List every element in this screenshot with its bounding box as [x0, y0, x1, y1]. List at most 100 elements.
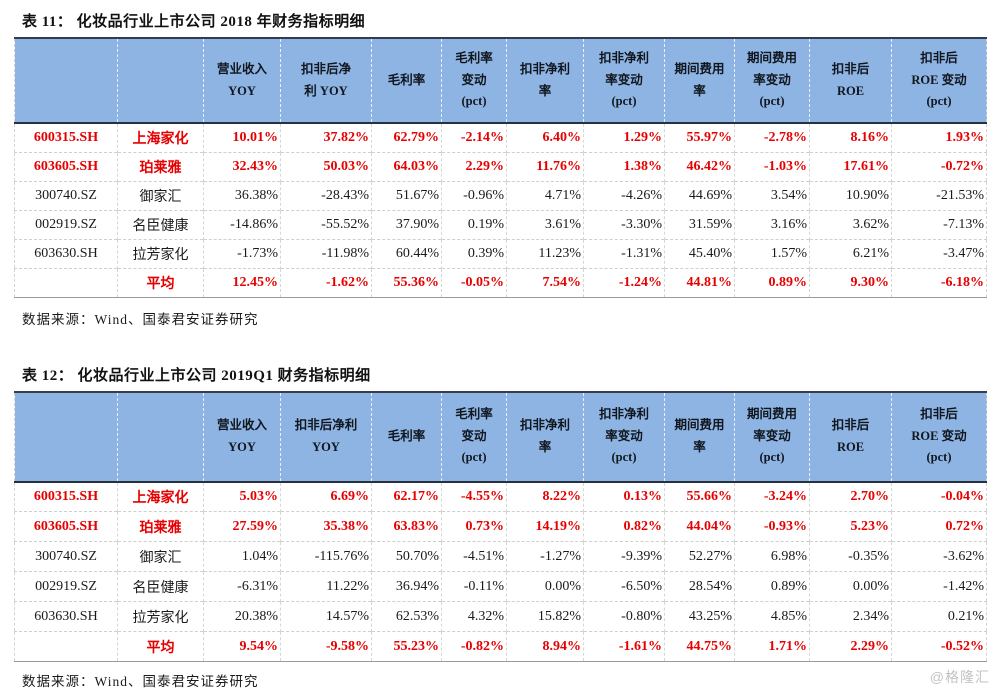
- value-cell: 0.13%: [583, 481, 665, 512]
- company-name-cell: 御家汇: [117, 541, 204, 572]
- header-cell-9: 期间费用 率变动 (pct): [734, 38, 810, 123]
- value-cell: 2.29%: [441, 151, 507, 181]
- table-row: 603605.SH 珀莱雅 27.59% 35.38% 63.83% 0.73% 14.19…: [14, 511, 987, 542]
- header-cell-2: 营业收入 YOY: [203, 391, 281, 482]
- header-cell-4: 毛利率: [371, 391, 442, 482]
- value-cell: 12.45%: [203, 267, 281, 297]
- header-cell-6: 扣非净利 率: [506, 391, 584, 482]
- value-cell: -1.42%: [891, 571, 987, 602]
- value-cell: 1.38%: [583, 151, 665, 181]
- value-cell: 63.83%: [371, 511, 442, 542]
- section-spacer: [0, 328, 1000, 354]
- header-cell-10: 扣非后 ROE: [809, 391, 892, 482]
- value-cell: -11.98%: [280, 238, 372, 268]
- financial-table-2019q1: 营业收入 YOY 扣非后净利 YOY 毛利率 毛利率 变动 (pct) 扣非净利 率扣非…: [14, 390, 987, 662]
- value-cell: 4.71%: [506, 180, 584, 210]
- value-cell: -4.51%: [441, 541, 507, 572]
- value-cell: 1.57%: [734, 238, 810, 268]
- value-cell: 0.73%: [441, 511, 507, 542]
- header-cell-7: 扣非净利 率变动 (pct): [583, 38, 665, 123]
- value-cell: 37.90%: [371, 209, 442, 239]
- value-cell: 11.22%: [280, 571, 372, 602]
- value-cell: 6.98%: [734, 541, 810, 572]
- value-cell: 14.19%: [506, 511, 584, 542]
- value-cell: 52.27%: [664, 541, 735, 572]
- stock-code-cell: 300740.SZ: [14, 541, 118, 572]
- header-cell-2: 营业收入 YOY: [203, 38, 281, 123]
- company-name-cell: 珀莱雅: [117, 511, 204, 542]
- company-name-cell: 平均: [117, 267, 204, 297]
- table-row: 603630.SH 拉芳家化 -1.73% -11.98% 60.44% 0.39% 11.…: [14, 238, 987, 268]
- value-cell: 35.38%: [280, 511, 372, 542]
- value-cell: 9.54%: [203, 631, 281, 662]
- value-cell: 50.03%: [280, 151, 372, 181]
- company-name-cell: 拉芳家化: [117, 601, 204, 632]
- value-cell: -0.05%: [441, 267, 507, 297]
- value-cell: 55.97%: [664, 123, 735, 152]
- value-cell: -0.96%: [441, 180, 507, 210]
- value-cell: -3.24%: [734, 481, 810, 512]
- value-cell: 55.66%: [664, 481, 735, 512]
- value-cell: 1.04%: [203, 541, 281, 572]
- header-cell-7: 扣非净利 率变动 (pct): [583, 391, 665, 482]
- value-cell: 3.62%: [809, 209, 892, 239]
- value-cell: 20.38%: [203, 601, 281, 632]
- value-cell: 44.04%: [664, 511, 735, 542]
- value-cell: 0.19%: [441, 209, 507, 239]
- value-cell: 55.23%: [371, 631, 442, 662]
- value-cell: -6.50%: [583, 571, 665, 602]
- header-cell-0: [15, 38, 118, 123]
- value-cell: -9.39%: [583, 541, 665, 572]
- header-cell-11: 扣非后 ROE 变动 (pct): [891, 38, 987, 123]
- value-cell: 44.81%: [664, 267, 735, 297]
- table-row: 600315.SH 上海家化 5.03% 6.69% 62.17% -4.55% 8.22%…: [15, 481, 987, 512]
- stock-code-cell: 603630.SH: [14, 238, 118, 268]
- value-cell: 2.29%: [809, 631, 892, 662]
- value-cell: 0.21%: [891, 601, 987, 632]
- value-cell: 28.54%: [664, 571, 735, 602]
- value-cell: 1.29%: [583, 123, 665, 152]
- table-row: 300740.SZ 御家汇 36.38% -28.43% 51.67% -0.96% 4.7…: [14, 180, 987, 210]
- value-cell: -0.35%: [809, 541, 892, 572]
- company-name-cell: 平均: [117, 631, 204, 662]
- value-cell: 64.03%: [371, 151, 442, 181]
- value-cell: 46.42%: [664, 151, 735, 181]
- value-cell: 5.03%: [203, 481, 281, 512]
- header-cell-6: 扣非净利 率: [506, 38, 584, 123]
- value-cell: 0.39%: [441, 238, 507, 268]
- value-cell: -2.14%: [441, 123, 507, 152]
- value-cell: 0.00%: [809, 571, 892, 602]
- value-cell: 11.23%: [506, 238, 584, 268]
- stock-code-cell: 603605.SH: [14, 511, 118, 542]
- header-cell-10: 扣非后 ROE: [809, 38, 892, 123]
- company-name-cell: 珀莱雅: [117, 151, 204, 181]
- stock-code-cell: 300740.SZ: [14, 180, 118, 210]
- stock-code-cell: [14, 267, 118, 297]
- header-cell-3: 扣非后净 利 YOY: [280, 38, 372, 123]
- value-cell: 3.61%: [506, 209, 584, 239]
- table-row: 平均 12.45% -1.62% 55.36% -0.05% 7.54% -1.24% 44.…: [14, 267, 987, 297]
- table-12-section: 表 12： 化妆品行业上市公司 2019Q1 财务指标明细 营业收入 YOY 扣非…: [0, 364, 1000, 691]
- stock-code-cell: [14, 631, 118, 662]
- header-cell-1: [117, 391, 204, 482]
- value-cell: 0.89%: [734, 571, 810, 602]
- value-cell: 8.94%: [506, 631, 584, 662]
- value-cell: 51.67%: [371, 180, 442, 210]
- value-cell: 6.21%: [809, 238, 892, 268]
- value-cell: 37.82%: [280, 123, 372, 152]
- value-cell: -1.03%: [734, 151, 810, 181]
- header-row: 营业收入 YOY 扣非后净利 YOY 毛利率 毛利率 变动 (pct) 扣非净利 率扣非…: [14, 391, 987, 482]
- value-cell: 17.61%: [809, 151, 892, 181]
- value-cell: 0.00%: [506, 571, 584, 602]
- header-cell-5: 毛利率 变动 (pct): [441, 391, 507, 482]
- value-cell: -14.86%: [203, 209, 281, 239]
- value-cell: 45.40%: [664, 238, 735, 268]
- value-cell: 8.16%: [809, 123, 892, 152]
- table-row: 603630.SH 拉芳家化 20.38% 14.57% 62.53% 4.32% 15.8…: [14, 601, 987, 632]
- value-cell: 36.94%: [371, 571, 442, 602]
- table-row: 603605.SH 珀莱雅 32.43% 50.03% 64.03% 2.29% 11.76…: [14, 151, 987, 181]
- header-cell-9: 期间费用 率变动 (pct): [734, 391, 810, 482]
- value-cell: 31.59%: [664, 209, 735, 239]
- value-cell: -21.53%: [891, 180, 987, 210]
- table-row: 600315.SH 上海家化 10.01% 37.82% 62.79% -2.14% 6.4…: [15, 123, 987, 152]
